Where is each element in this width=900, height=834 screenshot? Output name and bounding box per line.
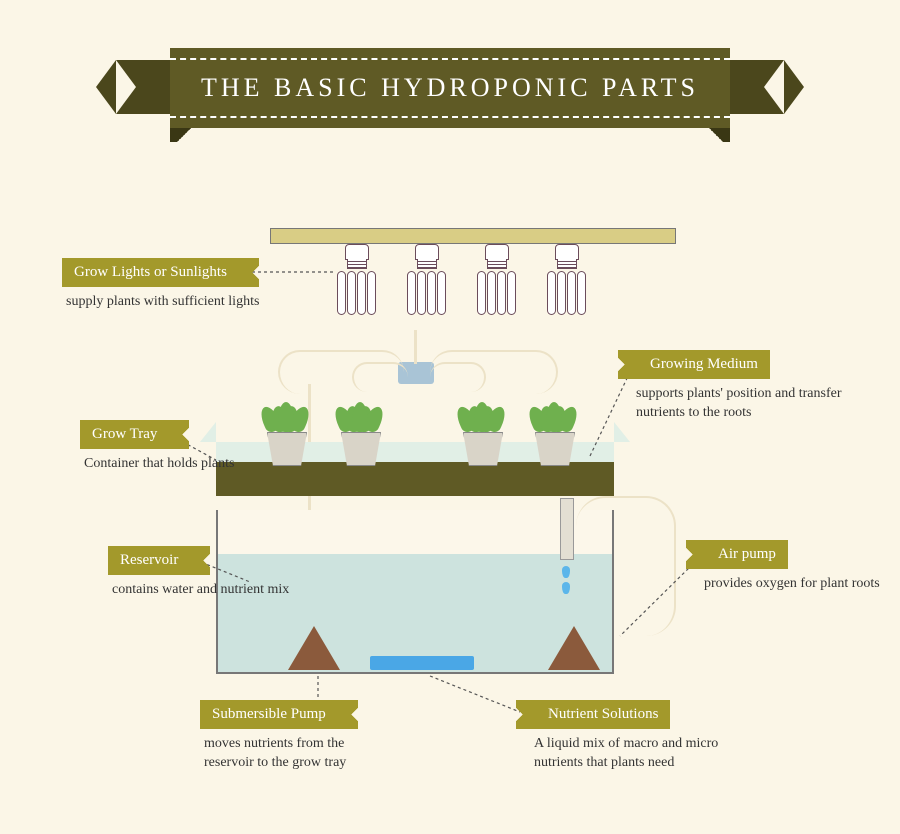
ceiling-bar [270, 228, 676, 244]
callout-desc: moves nutrients from the reservoir to th… [200, 735, 400, 773]
callout-grow-lights: Grow Lights or Sunlights supply plants w… [62, 258, 263, 312]
callout-desc: Container that holds plants [80, 455, 238, 474]
water-droplet-icon [562, 566, 570, 578]
tube [414, 330, 417, 364]
tube [576, 496, 676, 636]
plant-pot [535, 432, 575, 466]
callout-tag: Nutrient Solutions [530, 700, 670, 729]
callout-submersible-pump: Submersible Pump moves nutrients from th… [200, 700, 400, 773]
callout-tag: Grow Tray [80, 420, 175, 449]
callout-nutrient-solutions: Nutrient Solutions A liquid mix of macro… [530, 700, 750, 773]
grow-light-bulb [404, 244, 450, 322]
callout-desc: contains water and nutrient mix [108, 581, 293, 600]
grow-light-bulb [474, 244, 520, 322]
plant [334, 388, 388, 466]
plant-pot [267, 432, 307, 466]
callout-desc: supports plants' position and transfer n… [632, 385, 852, 423]
callout-tag: Reservoir [108, 546, 196, 575]
callout-desc: provides oxygen for plant roots [700, 575, 884, 594]
callout-air-pump: Air pump provides oxygen for plant roots [700, 540, 884, 594]
drip-tube [560, 498, 574, 560]
plant [456, 388, 510, 466]
grow-light-bulb [544, 244, 590, 322]
submersible-pump-icon [288, 626, 340, 670]
callout-grow-tray: Grow Tray Container that holds plants [80, 420, 238, 474]
callout-tag: Air pump [700, 540, 788, 569]
airstone [370, 656, 474, 670]
callout-tag: Submersible Pump [200, 700, 344, 729]
tray-lip [614, 422, 630, 442]
plant-pot [341, 432, 381, 466]
plant [260, 388, 314, 466]
plant-pot [463, 432, 503, 466]
callout-tag: Grow Lights or Sunlights [62, 258, 245, 287]
callout-desc: A liquid mix of macro and micro nutrient… [530, 735, 750, 773]
callout-desc: supply plants with sufficient lights [62, 293, 263, 312]
plant [528, 388, 582, 466]
callout-reservoir: Reservoir contains water and nutrient mi… [108, 546, 293, 600]
callout-tag: Growing Medium [632, 350, 770, 379]
water-droplet-icon [562, 582, 570, 594]
callout-growing-medium: Growing Medium supports plants' position… [632, 350, 852, 423]
grow-light-bulb [334, 244, 380, 322]
